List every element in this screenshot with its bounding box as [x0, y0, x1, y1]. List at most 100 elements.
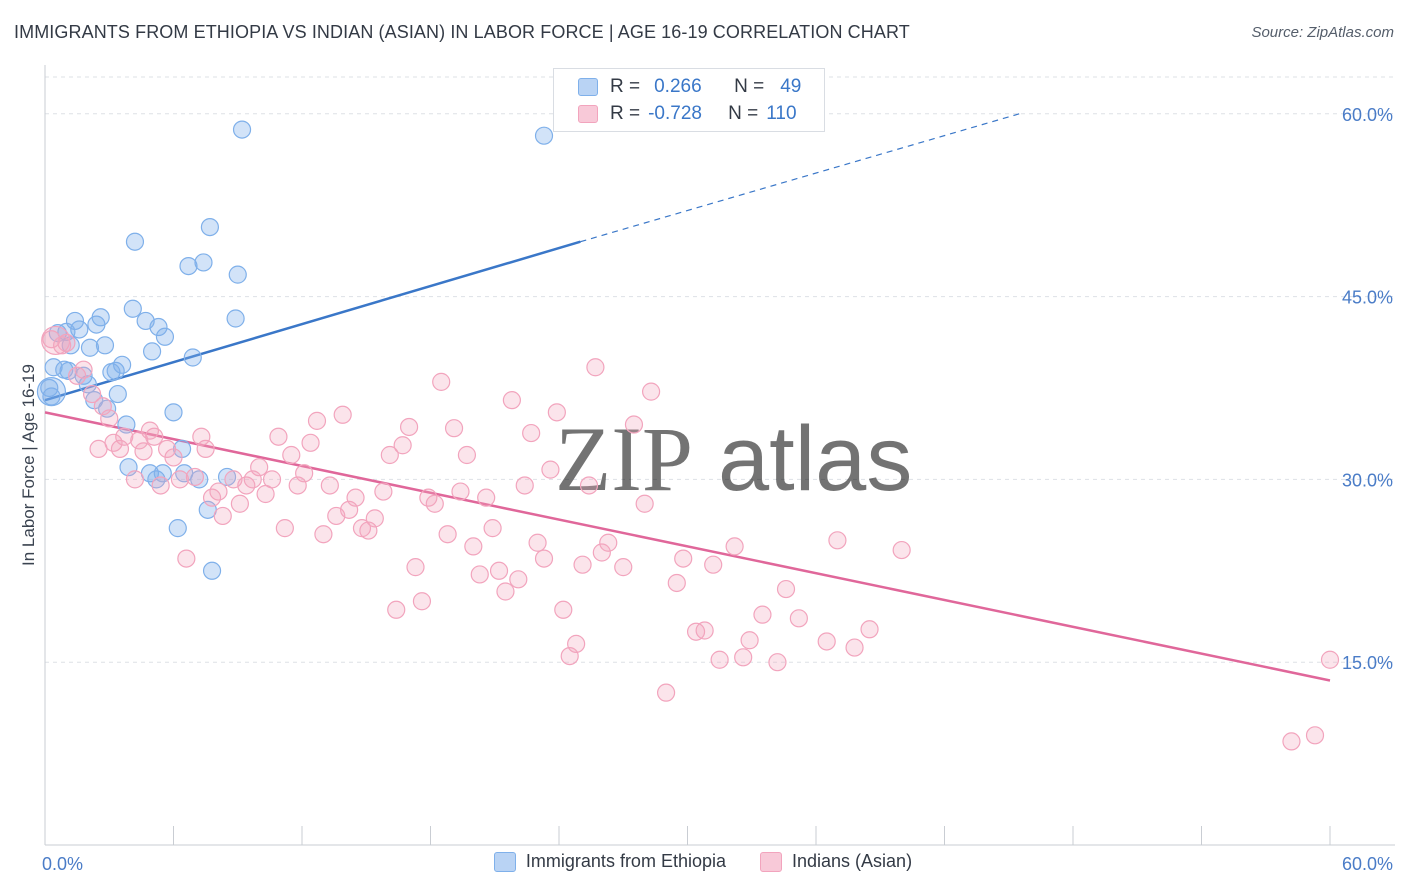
indian-trend-line [44, 411, 1331, 682]
indian-point [346, 488, 365, 507]
series-swatch-indian [760, 851, 782, 872]
indian-point [828, 531, 847, 550]
watermark-zip: ZIP [555, 408, 693, 510]
indian-point [1320, 650, 1340, 669]
indian-point [567, 634, 586, 654]
indian-point [425, 494, 444, 513]
y-tick-label: 60.0% [1342, 105, 1393, 125]
ethiopia-point [112, 355, 132, 374]
indian-point [470, 565, 489, 584]
indian-point [710, 650, 729, 669]
indian-point [100, 409, 119, 428]
indian-point [860, 620, 879, 639]
series-legend-indian[interactable]: Indians (Asian) [760, 851, 912, 872]
indian-point [464, 537, 483, 556]
indian-point [502, 391, 521, 410]
indian-point [554, 600, 573, 619]
indian-point [496, 582, 515, 601]
indian-point [573, 555, 592, 574]
indian-point [768, 653, 787, 672]
indian-point [301, 433, 320, 452]
legend-swatch-indian [578, 105, 598, 123]
indian-point [333, 405, 352, 424]
indian-point [734, 648, 753, 667]
indian-point [399, 417, 419, 437]
indian-point [740, 631, 759, 650]
indian-point [892, 540, 911, 560]
legend-n-label: N = [734, 76, 765, 97]
indian-point [230, 494, 249, 513]
ethiopia-point [226, 309, 245, 328]
indian-point [438, 525, 457, 544]
y-axis-label: In Labor Force | Age 16-19 [19, 364, 38, 566]
indian-point [489, 561, 509, 580]
indian-point [387, 600, 406, 619]
indian-point [314, 525, 333, 544]
indian-point [1282, 732, 1301, 751]
indian-point [674, 549, 693, 568]
indian-point [151, 476, 170, 495]
ethiopia-point [108, 384, 127, 404]
indian-point [42, 330, 61, 349]
tick-labels: 15.0% 30.0% 45.0% 60.0% 0.0% 60.0% [42, 105, 1393, 874]
indian-point [509, 570, 528, 589]
indian-point [614, 558, 633, 577]
legend-n-label: N = [728, 103, 759, 124]
indian-point [528, 533, 547, 552]
y-tick-label: 45.0% [1342, 288, 1393, 308]
series-swatch-ethiopia [493, 851, 516, 872]
indian-point [262, 470, 282, 489]
chart-source: Source: ZipAtlas.com [1251, 24, 1394, 41]
indian-point [393, 436, 412, 455]
indian-point [307, 411, 327, 430]
indian-point [592, 543, 611, 562]
indian-point [541, 460, 560, 479]
ethiopia-point [80, 338, 100, 357]
y-tick-label: 30.0% [1342, 470, 1393, 490]
indian-point [641, 382, 661, 401]
series-legend-ethiopia[interactable]: Immigrants from Ethiopia [493, 851, 726, 872]
ethiopia-point [200, 217, 220, 237]
indian-point [282, 445, 301, 465]
indian-point [412, 592, 432, 611]
ethiopia-point [95, 336, 115, 355]
ethiopia-point [44, 358, 63, 377]
indian-point [125, 470, 145, 489]
legend-r-value: -0.728 [648, 103, 702, 124]
indian-point [667, 573, 686, 593]
indian-point [57, 333, 76, 352]
indian-point [170, 470, 190, 489]
legend-n-value: 110 [766, 103, 797, 124]
ethiopia-point [42, 387, 61, 406]
series-legend: Immigrants from Ethiopia Indians (Asian) [0, 851, 1406, 872]
indian-point [695, 621, 714, 640]
ethiopia-points [36, 120, 554, 580]
indian-point [483, 519, 502, 538]
ethiopia-point [228, 265, 247, 284]
axes [44, 65, 1395, 846]
indian-point [185, 467, 205, 487]
indian-point [432, 372, 451, 391]
indian-point [213, 506, 232, 526]
indian-point [586, 358, 605, 377]
indian-point [845, 638, 864, 657]
chart-title: IMMIGRANTS FROM ETHIOPIA VS INDIAN (ASIA… [14, 22, 910, 42]
ethiopia-point-large [36, 377, 67, 407]
indian-point [320, 476, 339, 495]
indian-point [522, 423, 541, 443]
indian-point [624, 415, 644, 434]
watermark: ZIP atlas [555, 408, 912, 510]
legend-row-ethiopia: R = 0.266 N = 49 [578, 74, 801, 100]
correlation-legend: R = 0.266 N = 49 R = -0.728 N = 110 [553, 68, 825, 132]
ethiopia-point [164, 403, 183, 422]
indian-point [444, 419, 464, 438]
ethiopia-point [142, 342, 162, 361]
indian-point [704, 555, 723, 574]
legend-r-label: R = [610, 103, 641, 124]
ethiopia-point [91, 308, 110, 327]
indian-point [164, 448, 183, 467]
indian-point [145, 427, 164, 446]
legend-row-indian: R = -0.728 N = 110 [578, 101, 797, 127]
indian-point [579, 476, 599, 495]
ethiopia-point [534, 126, 554, 145]
